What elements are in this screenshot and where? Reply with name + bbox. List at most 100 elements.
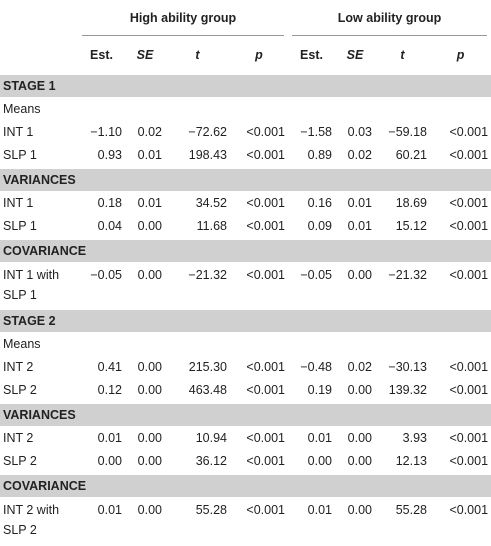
column-header: p bbox=[230, 36, 288, 75]
cell: 215.30 bbox=[188, 360, 227, 374]
row-label: SLP 1 bbox=[3, 148, 37, 162]
cell: 0.01 bbox=[347, 219, 372, 233]
cell: 0.00 bbox=[97, 454, 122, 468]
cell: −30.13 bbox=[388, 360, 427, 374]
section-row: VARIANCES bbox=[0, 402, 491, 427]
cell: 55.28 bbox=[395, 503, 427, 517]
data-row: INT 2 0.41 0.00 215.30 <0.001 −0.48 0.02 −30.13… bbox=[0, 356, 491, 379]
cell: 0.00 bbox=[347, 383, 372, 397]
cell: 0.02 bbox=[347, 148, 372, 162]
cell: 0.93 bbox=[97, 148, 122, 162]
cell: 10.94 bbox=[195, 431, 227, 445]
row-label: INT 2 with SLP 2 bbox=[3, 503, 60, 537]
section-title: STAGE 1 bbox=[0, 73, 491, 98]
section-title: VARIANCES bbox=[0, 167, 491, 192]
cell: <0.001 bbox=[449, 219, 489, 233]
data-row: INT 2 with SLP 2 0.01 0.00 55.28 <0.001 0.01 0… bbox=[0, 498, 491, 544]
data-row: SLP 2 0.12 0.00 463.48 <0.001 0.19 0.00 139.32 <… bbox=[0, 379, 491, 403]
data-row: SLP 2 0.00 0.00 36.12 <0.001 0.00 0.00 12.13 <0.… bbox=[0, 450, 491, 474]
row-label: INT 1 bbox=[3, 196, 34, 210]
group-header-row: High ability group Low ability group bbox=[0, 0, 491, 36]
cell: −1.10 bbox=[90, 125, 122, 139]
cell: 463.48 bbox=[188, 383, 227, 397]
column-header: t bbox=[375, 36, 430, 75]
section-title: VARIANCES bbox=[0, 402, 491, 427]
cell: 0.00 bbox=[137, 503, 162, 517]
section-title: COVARIANCE bbox=[0, 238, 491, 263]
cell: 0.00 bbox=[347, 268, 372, 282]
cell: 0.00 bbox=[137, 360, 162, 374]
data-row: Means bbox=[0, 333, 491, 357]
column-header: Est. bbox=[78, 36, 125, 75]
cell: 0.09 bbox=[307, 219, 332, 233]
cell: <0.001 bbox=[449, 454, 489, 468]
data-row: SLP 1 0.04 0.00 11.68 <0.001 0.09 0.01 15.12 <0.… bbox=[0, 215, 491, 239]
cell: <0.001 bbox=[449, 503, 489, 517]
column-header: SE bbox=[335, 36, 375, 75]
cell: 0.01 bbox=[347, 196, 372, 210]
cell: <0.001 bbox=[246, 360, 285, 374]
row-label: INT 1 bbox=[3, 125, 34, 139]
cell: <0.001 bbox=[246, 454, 285, 468]
data-row: INT 1 −1.10 0.02 −72.62 <0.001 −1.58 0.03 −59.1… bbox=[0, 121, 491, 144]
data-row: INT 2 0.01 0.00 10.94 <0.001 0.01 0.00 3.93 <0.0… bbox=[0, 427, 491, 451]
cell: 0.00 bbox=[347, 454, 372, 468]
cell: <0.001 bbox=[246, 503, 285, 517]
row-label: SLP 1 bbox=[3, 219, 37, 233]
cell: <0.001 bbox=[246, 268, 285, 282]
cell: <0.001 bbox=[246, 383, 285, 397]
cell: 36.12 bbox=[195, 454, 227, 468]
cell: −0.05 bbox=[300, 268, 332, 282]
cell: −72.62 bbox=[188, 125, 227, 139]
cell: <0.001 bbox=[449, 383, 489, 397]
cell: 0.02 bbox=[137, 125, 162, 139]
cell: −21.32 bbox=[388, 268, 427, 282]
cell: −21.32 bbox=[188, 268, 227, 282]
blank bbox=[0, 36, 78, 75]
cell: 0.02 bbox=[347, 360, 372, 374]
row-label: INT 2 bbox=[3, 431, 34, 445]
cell: 60.21 bbox=[395, 148, 427, 162]
section-title: COVARIANCE bbox=[0, 473, 491, 498]
cell: 12.13 bbox=[395, 454, 427, 468]
cell: 3.93 bbox=[402, 431, 427, 445]
cell: 0.00 bbox=[137, 383, 162, 397]
data-row: SLP 1 0.93 0.01 198.43 <0.001 0.89 0.02 60.21 <0… bbox=[0, 144, 491, 168]
cell: <0.001 bbox=[449, 125, 489, 139]
cell: 0.01 bbox=[137, 196, 162, 210]
row-label: INT 2 bbox=[3, 360, 34, 374]
cell: −59.18 bbox=[388, 125, 427, 139]
cell: −0.48 bbox=[300, 360, 332, 374]
row-label: SLP 2 bbox=[3, 383, 37, 397]
cell: 0.00 bbox=[347, 503, 372, 517]
cell: 139.32 bbox=[388, 383, 427, 397]
cell: 0.00 bbox=[137, 219, 162, 233]
cell: 0.00 bbox=[137, 268, 162, 282]
cell: <0.001 bbox=[246, 125, 285, 139]
cell: 0.00 bbox=[347, 431, 372, 445]
section-row: STAGE 2 bbox=[0, 308, 491, 333]
cell: 11.68 bbox=[196, 219, 227, 233]
cell: <0.001 bbox=[246, 431, 285, 445]
cell: −0.05 bbox=[90, 268, 122, 282]
section-row: STAGE 1 bbox=[0, 73, 491, 98]
group-header: Low ability group bbox=[288, 0, 491, 36]
cell: 0.19 bbox=[307, 383, 332, 397]
row-label: SLP 2 bbox=[3, 454, 37, 468]
cell: 198.43 bbox=[188, 148, 227, 162]
column-header-row: Est. SE t p Est. SE t p bbox=[0, 36, 491, 75]
row-label: INT 1 with SLP 1 bbox=[3, 268, 60, 302]
blank bbox=[0, 0, 78, 36]
cell: 0.00 bbox=[137, 431, 162, 445]
cell: 0.01 bbox=[307, 503, 332, 517]
cell: <0.001 bbox=[449, 196, 489, 210]
cell: 55.28 bbox=[195, 503, 227, 517]
table-body: STAGE 1 Means INT 1 −1.10 0.02 −72.62 <0.001 −1… bbox=[0, 73, 491, 544]
section-title: STAGE 2 bbox=[0, 308, 491, 333]
cell: −1.58 bbox=[300, 125, 332, 139]
cell: 0.04 bbox=[97, 219, 122, 233]
cell: 0.01 bbox=[97, 431, 122, 445]
cell: 0.89 bbox=[307, 148, 332, 162]
